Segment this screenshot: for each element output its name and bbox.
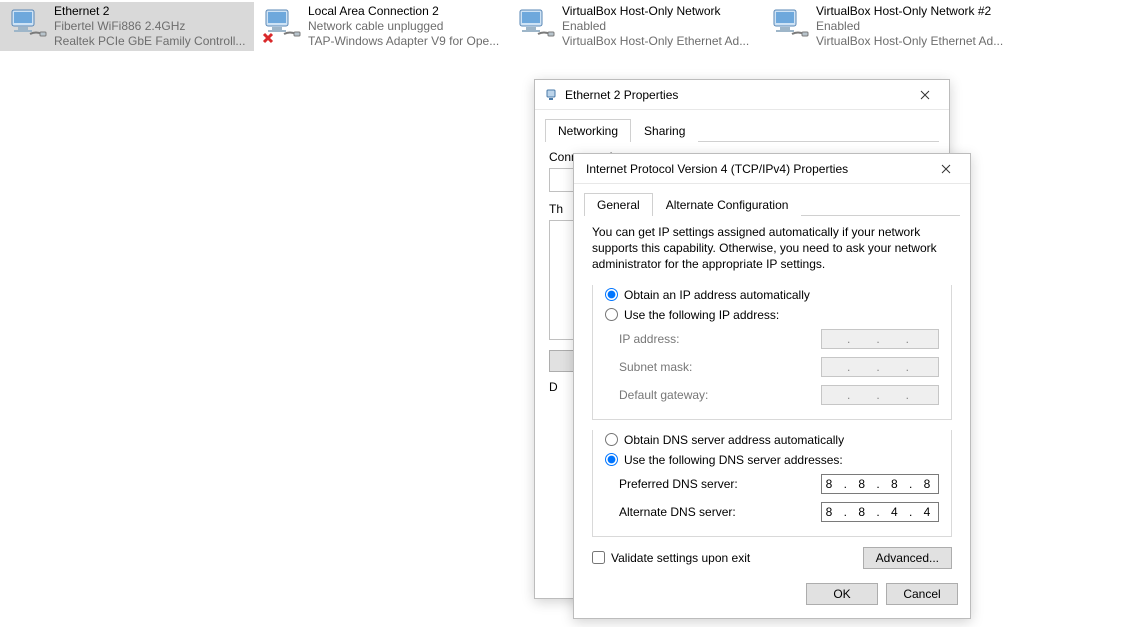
network-adapter-icon — [766, 4, 814, 48]
alternate-dns-label: Alternate DNS server: — [619, 505, 821, 519]
default-gateway-input[interactable] — [821, 385, 939, 405]
close-icon[interactable] — [926, 155, 966, 183]
adapter-name: VirtualBox Host-Only Network #2 — [816, 4, 1010, 19]
adapter-status: Fibertel WiFi886 2.4GHz — [54, 19, 248, 34]
ethernet-dialog-title: Ethernet 2 Properties — [565, 88, 905, 102]
tab-sharing[interactable]: Sharing — [631, 119, 698, 142]
close-icon[interactable] — [905, 81, 945, 109]
validate-settings-checkbox-input[interactable] — [592, 551, 605, 564]
adapter-item[interactable]: VirtualBox Host-Only NetworkEnabledVirtu… — [508, 2, 762, 51]
radio-obtain-dns-auto-label: Obtain DNS server address automatically — [624, 433, 844, 447]
radio-obtain-ip-auto-input[interactable] — [605, 288, 618, 301]
network-adapter-icon — [512, 4, 560, 48]
ip-address-groupbox: Obtain an IP address automatically Use t… — [592, 285, 952, 420]
ethernet-dialog-tabs: Networking Sharing — [545, 118, 939, 142]
network-adapter-icon — [4, 4, 52, 48]
radio-obtain-dns-auto[interactable]: Obtain DNS server address automatically — [605, 430, 939, 450]
adapter-item[interactable]: Local Area Connection 2Network cable unp… — [254, 2, 508, 51]
adapter-name: Ethernet 2 — [54, 4, 248, 19]
radio-use-dns-label: Use the following DNS server addresses: — [624, 453, 843, 467]
adapter-status: Enabled — [562, 19, 756, 34]
adapter-device: VirtualBox Host-Only Ethernet Ad... — [816, 34, 1010, 49]
ip-address-label: IP address: — [619, 332, 821, 346]
adapter-item[interactable]: Ethernet 2Fibertel WiFi886 2.4GHzRealtek… — [0, 2, 254, 51]
radio-use-dns[interactable]: Use the following DNS server addresses: — [605, 450, 939, 470]
default-gateway-label: Default gateway: — [619, 388, 821, 402]
ipv4-dialog-tabs: General Alternate Configuration — [584, 192, 960, 216]
adapter-name: VirtualBox Host-Only Network — [562, 4, 756, 19]
ok-button[interactable]: OK — [806, 583, 878, 605]
network-adapter-icon — [258, 4, 306, 48]
radio-use-ip-input[interactable] — [605, 308, 618, 321]
advanced-button[interactable]: Advanced... — [863, 547, 952, 569]
radio-use-dns-input[interactable] — [605, 453, 618, 466]
dns-groupbox: Obtain DNS server address automatically … — [592, 430, 952, 537]
tab-alternate-configuration[interactable]: Alternate Configuration — [653, 193, 802, 216]
radio-use-ip[interactable]: Use the following IP address: — [605, 305, 939, 325]
adapter-name: Local Area Connection 2 — [308, 4, 502, 19]
validate-settings-label: Validate settings upon exit — [611, 551, 750, 565]
tab-networking[interactable]: Networking — [545, 119, 631, 142]
preferred-dns-label: Preferred DNS server: — [619, 477, 821, 491]
radio-obtain-dns-auto-input[interactable] — [605, 433, 618, 446]
adapter-device: TAP-Windows Adapter V9 for Ope... — [308, 34, 502, 49]
ethernet-dialog-titlebar[interactable]: Ethernet 2 Properties — [535, 80, 949, 110]
adapter-text: Ethernet 2Fibertel WiFi886 2.4GHzRealtek… — [52, 4, 250, 49]
ipv4-dialog-body: General Alternate Configuration You can … — [574, 184, 970, 573]
ipv4-dialog-title: Internet Protocol Version 4 (TCP/IPv4) P… — [586, 162, 926, 176]
adapter-text: VirtualBox Host-Only Network #2EnabledVi… — [814, 4, 1012, 49]
subnet-mask-input[interactable] — [821, 357, 939, 377]
validate-settings-checkbox[interactable]: Validate settings upon exit — [592, 551, 750, 565]
adapter-list: Ethernet 2Fibertel WiFi886 2.4GHzRealtek… — [0, 0, 1131, 53]
radio-use-ip-label: Use the following IP address: — [624, 308, 779, 322]
ipv4-button-bar: OK Cancel — [574, 573, 970, 615]
tab-general[interactable]: General — [584, 193, 653, 216]
radio-obtain-ip-auto[interactable]: Obtain an IP address automatically — [605, 285, 939, 305]
adapter-text: VirtualBox Host-Only NetworkEnabledVirtu… — [560, 4, 758, 49]
ipv4-dialog-titlebar[interactable]: Internet Protocol Version 4 (TCP/IPv4) P… — [574, 154, 970, 184]
ipv4-properties-dialog: Internet Protocol Version 4 (TCP/IPv4) P… — [573, 153, 971, 619]
alternate-dns-input[interactable] — [821, 502, 939, 522]
cancel-button[interactable]: Cancel — [886, 583, 958, 605]
ip-address-input[interactable] — [821, 329, 939, 349]
adapter-item[interactable]: VirtualBox Host-Only Network #2EnabledVi… — [762, 2, 1016, 51]
adapter-text: Local Area Connection 2Network cable unp… — [306, 4, 504, 49]
radio-obtain-ip-auto-label: Obtain an IP address automatically — [624, 288, 810, 302]
adapter-status: Network cable unplugged — [308, 19, 502, 34]
preferred-dns-input[interactable] — [821, 474, 939, 494]
network-adapter-icon — [543, 87, 559, 103]
subnet-mask-label: Subnet mask: — [619, 360, 821, 374]
adapter-device: VirtualBox Host-Only Ethernet Ad... — [562, 34, 756, 49]
adapter-device: Realtek PCIe GbE Family Controll... — [54, 34, 248, 49]
ipv4-help-text: You can get IP settings assigned automat… — [592, 224, 952, 273]
adapter-status: Enabled — [816, 19, 1010, 34]
